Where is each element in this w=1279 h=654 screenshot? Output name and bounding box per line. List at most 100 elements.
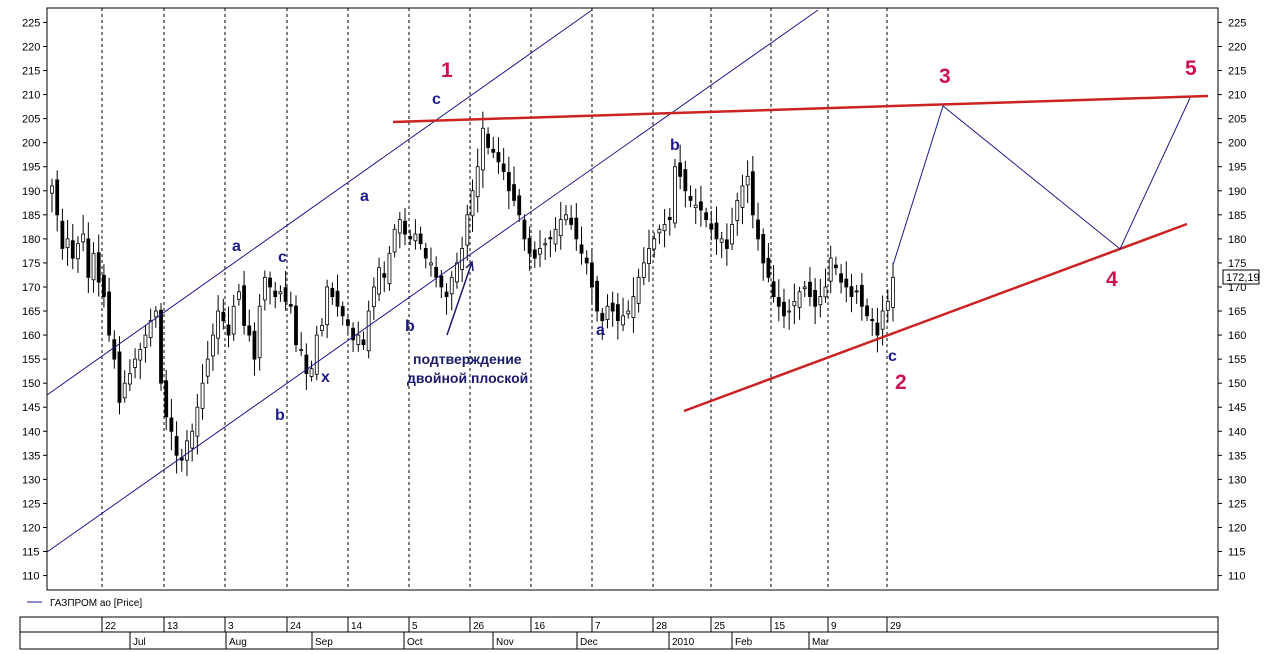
candle-body — [828, 257, 833, 282]
candle-body — [844, 278, 849, 288]
candle-body — [756, 219, 760, 240]
candle-body — [50, 185, 54, 194]
candle-body — [683, 169, 688, 192]
date-tick-label: 25 — [714, 621, 726, 632]
date-tick-label: 22 — [105, 621, 117, 632]
candle-body — [615, 304, 620, 322]
candle-body — [449, 276, 454, 295]
candle-body — [387, 252, 392, 284]
candle-body — [512, 184, 516, 201]
candle-body — [636, 276, 641, 304]
candle-body — [133, 358, 137, 368]
candle-body — [761, 234, 766, 264]
y-tick-label-right: 110 — [1228, 571, 1246, 583]
y-tick-label-left: 160 — [22, 330, 40, 342]
candle-body — [138, 349, 143, 361]
y-tick-label-left: 190 — [22, 186, 40, 198]
y-tick-label-left: 180 — [22, 234, 40, 246]
month-tick-label: Sep — [315, 637, 333, 648]
candle-body — [361, 339, 366, 346]
y-tick-label-left: 150 — [22, 378, 40, 390]
month-tick-label: Feb — [735, 637, 753, 648]
candle-body — [117, 351, 122, 403]
candle-body — [584, 257, 589, 264]
wave-label-3: 3 — [939, 65, 951, 88]
candle-body — [314, 334, 319, 375]
annotation-arrow — [446, 261, 473, 336]
candle-body — [465, 214, 470, 246]
y-tick-label-right: 170 — [1228, 282, 1246, 294]
candle-body — [849, 286, 854, 297]
candle-body — [875, 322, 880, 336]
candle-body — [496, 152, 501, 163]
candle-body — [870, 319, 875, 322]
candle-body — [346, 319, 350, 326]
wave-label-c: c — [278, 249, 287, 266]
resistance-line — [392, 94, 1209, 124]
candle-body — [102, 274, 106, 297]
candle-body — [839, 273, 843, 283]
candle-body — [833, 264, 838, 269]
candle-body — [740, 185, 745, 208]
candle-body — [86, 238, 91, 278]
candle-body — [382, 273, 387, 278]
y-tick-label-right: 115 — [1228, 547, 1246, 559]
annotation: подтверждение двойной плоской — [407, 260, 528, 386]
candle-body — [745, 175, 750, 186]
date-tick-label: 24 — [290, 621, 302, 632]
candle-body — [320, 325, 324, 331]
wave-label-a: a — [232, 238, 241, 255]
candle-body — [891, 276, 895, 308]
candle-body — [205, 358, 210, 377]
candle-body — [185, 440, 189, 461]
candle-body — [885, 301, 890, 311]
wave-label-b: b — [405, 318, 415, 335]
candle-body — [127, 373, 132, 385]
y-tick-label-left: 110 — [22, 571, 40, 583]
month-tick-label: Nov — [496, 637, 514, 648]
candle-body — [590, 262, 594, 288]
y-tick-label-right: 155 — [1228, 354, 1246, 366]
wave-label-a: a — [360, 188, 369, 205]
candle-body — [787, 310, 792, 313]
candle-body — [699, 201, 703, 211]
candle-body — [257, 305, 262, 359]
date-tick-label: 26 — [473, 621, 485, 632]
candle-body — [423, 248, 428, 259]
candle-body — [107, 291, 112, 336]
candle-body — [122, 382, 127, 399]
candle-body — [823, 286, 828, 298]
y-tick-label-left: 135 — [22, 450, 40, 462]
candle-body — [506, 171, 511, 192]
candle-body — [330, 287, 335, 297]
candle-body — [408, 236, 413, 240]
candle-body — [444, 291, 449, 297]
candle-body — [200, 382, 205, 409]
candle-body — [595, 280, 599, 312]
candle-body — [538, 248, 542, 255]
candle-body — [501, 163, 506, 172]
month-tick-label: Jul — [133, 637, 146, 648]
candle-body — [221, 311, 226, 322]
date-tick-label: 29 — [890, 621, 902, 632]
y-tick-label-right: 175 — [1228, 258, 1246, 270]
candle-body — [667, 216, 672, 221]
date-tick-label: 28 — [656, 621, 668, 632]
candle-body — [532, 249, 537, 259]
y-tick-label-right: 200 — [1228, 138, 1246, 150]
y-tick-label-right: 185 — [1228, 210, 1246, 222]
candle-body — [569, 217, 574, 225]
candle-body — [288, 304, 293, 307]
date-tick-label: 16 — [534, 621, 546, 632]
candle-body — [335, 290, 340, 307]
candle-body — [366, 310, 371, 352]
y-tick-label-right: 195 — [1228, 162, 1246, 174]
candle-body — [377, 267, 381, 295]
candle-body — [792, 301, 797, 307]
candle-body — [688, 196, 693, 201]
candle-body — [403, 220, 407, 235]
month-tick-label: Mar — [812, 637, 830, 648]
candle-body — [299, 349, 304, 351]
